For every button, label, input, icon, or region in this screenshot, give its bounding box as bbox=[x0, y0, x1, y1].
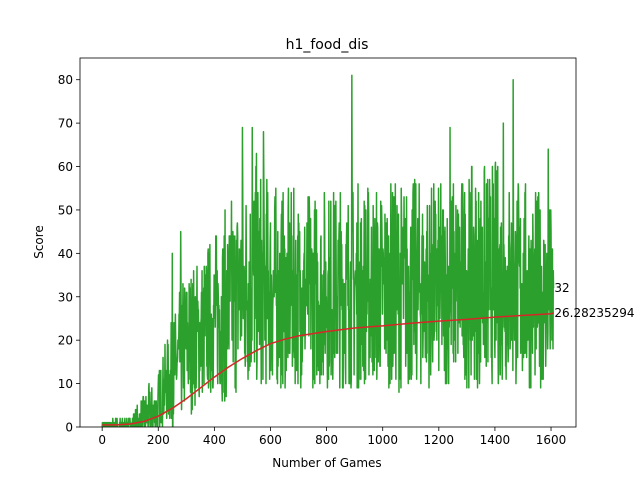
x-tick-label: 0 bbox=[98, 433, 106, 447]
x-tick-label: 1200 bbox=[424, 433, 455, 447]
x-tick-label: 1000 bbox=[367, 433, 398, 447]
y-tick-label: 80 bbox=[58, 73, 73, 87]
y-tick-label: 30 bbox=[58, 290, 73, 304]
series-score-line bbox=[101, 74, 555, 427]
y-tick-label: 70 bbox=[58, 117, 73, 131]
y-tick-label: 40 bbox=[58, 247, 73, 261]
chart-title: h1_food_dis bbox=[286, 37, 369, 53]
x-tick-label: 600 bbox=[259, 433, 282, 447]
x-tick-label: 400 bbox=[203, 433, 226, 447]
y-tick-label: 60 bbox=[58, 160, 73, 174]
y-tick-label: 0 bbox=[65, 421, 73, 435]
data-annotation: 32 bbox=[554, 281, 569, 295]
x-axis-label: Number of Games bbox=[272, 456, 381, 470]
axes-frame bbox=[79, 57, 577, 428]
x-tick-label: 1600 bbox=[536, 433, 567, 447]
y-tick-label: 50 bbox=[58, 203, 73, 217]
y-tick-label: 10 bbox=[58, 377, 73, 391]
x-tick-label: 200 bbox=[147, 433, 170, 447]
y-axis-label: Score bbox=[32, 225, 46, 259]
data-annotation: 26.28235294 bbox=[554, 306, 634, 320]
x-tick-label: 1400 bbox=[480, 433, 511, 447]
series-mean-line bbox=[102, 312, 555, 426]
x-tick-label: 800 bbox=[315, 433, 338, 447]
y-tick-label: 20 bbox=[58, 334, 73, 348]
plot-area: 0 200 400 600 800 1000 1200 1400 1600 0 10 20 30 40 50… bbox=[58, 57, 635, 447]
